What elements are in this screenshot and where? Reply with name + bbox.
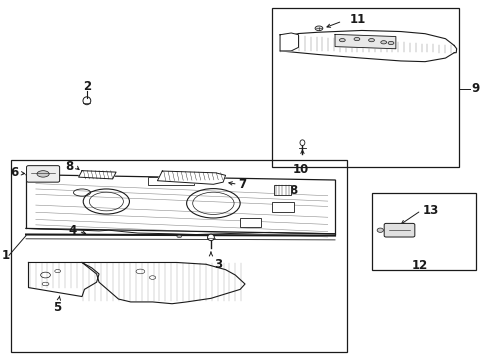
FancyBboxPatch shape <box>26 166 60 182</box>
Text: 5: 5 <box>54 301 61 314</box>
Ellipse shape <box>299 140 304 145</box>
Bar <box>274 185 290 195</box>
Text: 6: 6 <box>10 166 19 179</box>
Bar <box>240 219 260 227</box>
Polygon shape <box>280 33 298 51</box>
Text: 1: 1 <box>1 249 10 262</box>
Text: 9: 9 <box>470 82 479 95</box>
Ellipse shape <box>339 39 345 42</box>
Ellipse shape <box>376 228 383 232</box>
Polygon shape <box>334 35 395 49</box>
Text: 8: 8 <box>288 184 296 197</box>
Ellipse shape <box>207 234 214 240</box>
Ellipse shape <box>368 39 374 42</box>
Bar <box>371 193 475 270</box>
Polygon shape <box>82 262 244 304</box>
FancyBboxPatch shape <box>384 224 414 237</box>
Ellipse shape <box>387 41 393 45</box>
Ellipse shape <box>353 37 359 41</box>
Ellipse shape <box>380 41 386 44</box>
Polygon shape <box>28 262 99 297</box>
Bar <box>271 8 458 167</box>
Ellipse shape <box>177 235 182 238</box>
Text: 7: 7 <box>238 178 246 191</box>
Text: 12: 12 <box>411 259 427 272</box>
Text: 4: 4 <box>69 224 77 237</box>
Bar <box>11 160 346 352</box>
Text: 3: 3 <box>214 258 222 271</box>
Text: 8: 8 <box>65 159 74 172</box>
Text: 2: 2 <box>82 80 91 93</box>
Polygon shape <box>280 31 456 62</box>
Text: 11: 11 <box>349 13 365 26</box>
Bar <box>147 177 194 185</box>
Ellipse shape <box>37 171 49 177</box>
Text: 10: 10 <box>292 163 308 176</box>
Polygon shape <box>26 175 334 234</box>
Polygon shape <box>157 171 225 184</box>
Ellipse shape <box>314 26 322 31</box>
Polygon shape <box>79 171 116 179</box>
Text: 13: 13 <box>422 204 438 217</box>
Bar <box>271 202 293 212</box>
